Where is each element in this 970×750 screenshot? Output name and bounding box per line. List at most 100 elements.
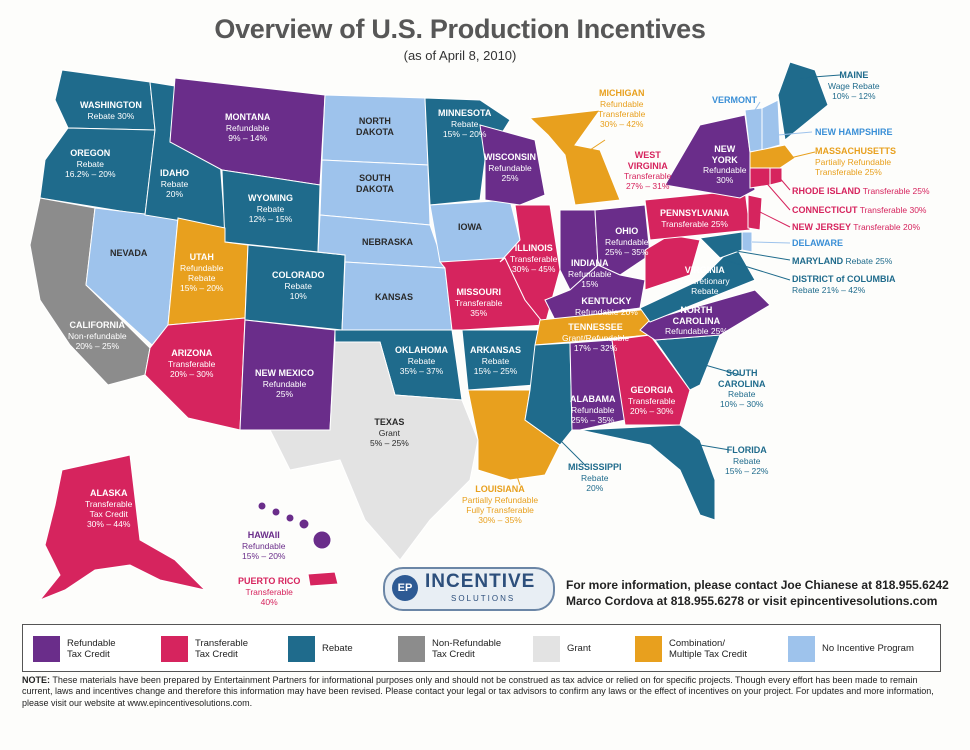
label-new-jersey: NEW JERSEY Transferable 20% [792, 222, 921, 232]
label-oklahoma: OKLAHOMA Rebate 35% – 37% [395, 345, 448, 376]
legend-label: Tax Credit [432, 649, 475, 661]
label-minnesota: MINNESOTA Rebate 15% – 20% [438, 108, 492, 139]
contact-info: For more information, please contact Joe… [566, 578, 949, 609]
label-texas: TEXAS Grant 5% – 25% [370, 417, 409, 448]
legend-label: Multiple Tax Credit [669, 649, 747, 661]
label-rhode-island: RHODE ISLAND Transferable 25% [792, 186, 930, 196]
state-alabama[interactable] [569, 339, 626, 431]
label-west-virginia: WEST VIRGINIA Transferable 27% – 31% [624, 150, 672, 192]
label-florida: FLORIDA Rebate 15% – 22% [725, 445, 769, 476]
label-missouri: MISSOURI Transferable 35% [455, 287, 503, 318]
label-south-dakota: SOUTH DAKOTA [356, 173, 394, 194]
label-ohio: OHIO Refundable 25% – 35% [605, 226, 649, 257]
label-connecticut: CONNECTICUT Transferable 30% [792, 205, 927, 215]
legend-swatch [788, 636, 815, 662]
state-rhode-island[interactable] [769, 167, 783, 186]
label-new-hampshire: NEW HAMPSHIRE [815, 127, 893, 137]
state-puerto-rico[interactable] [307, 571, 339, 587]
state-texas[interactable] [269, 341, 479, 561]
state-minnesota[interactable] [424, 97, 511, 206]
label-illinois: ILLINOIS Transferable 30% – 45% [510, 243, 558, 274]
legend-label: Non-Refundable [432, 638, 502, 649]
label-kentucky: KENTUCKY Refundable 20% [575, 296, 638, 317]
note-label: NOTE: [22, 675, 50, 685]
label-kansas: KANSAS [375, 292, 414, 302]
legend-label: Combination/ [669, 638, 725, 649]
page-title: Overview of U.S. Production Incentives [214, 14, 706, 44]
label-wisconsin: WISCONSIN Refundable 25% [484, 152, 537, 183]
state-florida[interactable] [579, 424, 716, 521]
state-new-jersey[interactable] [747, 194, 763, 231]
us-map [29, 61, 841, 602]
state-delaware[interactable] [741, 231, 753, 253]
label-utah: UTAH Refundable Rebate 15% – 20% [180, 252, 224, 293]
label-vermont: VERMONT [712, 95, 757, 105]
label-wyoming: WYOMING Rebate 12% – 15% [248, 193, 293, 224]
label-indiana: INDIANA Refundable 15% [568, 258, 612, 289]
state-connecticut[interactable] [749, 167, 771, 189]
label-new-mexico: NEW MEXICO Refundable 25% [255, 368, 315, 399]
legend-swatch [161, 636, 188, 662]
state-maine[interactable] [777, 61, 829, 141]
legend-label: No Incentive Program [822, 643, 914, 654]
label-georgia: GEORGIA Transferable 20% – 30% [628, 385, 676, 416]
state-ohio[interactable] [594, 204, 651, 276]
note-text: These materials have been prepared by En… [22, 675, 934, 708]
label-nebraska: NEBRASKA [362, 237, 414, 247]
label-virginia: VIRGINIA Discretionary Rebate [680, 265, 730, 296]
legend-swatch [635, 636, 662, 662]
label-massachusetts: MASSACHUSETTS Partially Refundable Transfe… [815, 146, 897, 177]
state-new-hampshire[interactable] [761, 99, 781, 151]
label-nevada: NEVADA [110, 248, 148, 258]
label-maine: MAINE Wage Rebate 10% – 12% [828, 70, 880, 101]
state-north-carolina[interactable] [639, 289, 771, 341]
state-illinois[interactable] [499, 204, 561, 327]
label-tennessee: TENNESSEE Grant/Refundable 17% – 32% [562, 322, 630, 353]
label-louisiana: LOUISIANA Partially Refundable Fully Trans… [462, 484, 539, 525]
label-idaho: IDAHO Rebate 20% [160, 168, 189, 199]
contact-line-1: For more information, please contact Joe… [566, 578, 949, 592]
label-iowa: IOWA [458, 222, 482, 232]
state-georgia[interactable] [611, 334, 691, 426]
legend-label: Grant [567, 643, 591, 654]
state-virginia[interactable] [639, 244, 756, 323]
label-washington: WASHINGTON Rebate 30% [80, 100, 142, 121]
label-south-carolina: SOUTH CAROLINA Rebate 10% – 30% [718, 368, 766, 410]
legend-label: Transferable [195, 638, 248, 649]
state-hawaii[interactable] [257, 501, 332, 550]
legend-label: Tax Credit [195, 649, 238, 661]
legend-label: Rebate [322, 643, 353, 654]
label-oregon: OREGON Rebate 16.2% – 20% [65, 148, 116, 179]
legend-swatch [533, 636, 560, 662]
label-new-york: NEW YORK Refundable 30% [703, 144, 747, 186]
state-alaska[interactable] [38, 454, 207, 602]
label-michigan: MICHIGAN Refundable Transferable 30% – 42% [598, 88, 646, 129]
label-north-carolina: NORTH CAROLINA Refundable 25% [665, 305, 728, 337]
state-massachusetts[interactable] [749, 144, 796, 169]
legend-swatch [398, 636, 425, 662]
legend-swatch [288, 636, 315, 662]
label-dc: DISTRICT of COLUMBIA Rebate 21% – 42% [792, 274, 896, 295]
incentive-solutions-logo: EP INCENTIVE SOLUTIONS [383, 567, 555, 611]
label-mississippi: MISSISSIPPI Rebate 20% [568, 462, 622, 493]
legend-label: Tax Credit [67, 649, 110, 661]
label-alaska: ALASKA Transferable Tax Credit 30% – 44% [85, 488, 133, 529]
label-arizona: ARIZONA Transferable 20% – 30% [168, 348, 216, 379]
label-puerto-rico: PUERTO RICO Transferable 40% [238, 576, 301, 607]
label-alabama: ALABAMA Refundable 25% – 35% [570, 394, 616, 425]
legend: Refundable Tax Credit Transferable Tax Cre… [22, 624, 941, 672]
label-montana: MONTANA Refundable 9% – 14% [225, 112, 271, 143]
state-maryland[interactable] [698, 231, 743, 259]
legend-swatch [33, 636, 60, 662]
ep-badge-icon: EP [392, 575, 418, 601]
logo-wordmark: INCENTIVE [425, 571, 536, 592]
label-arkansas: ARKANSAS Rebate 15% – 25% [470, 345, 522, 376]
label-maryland: MARYLAND Rebate 25% [792, 256, 893, 266]
logo-subtitle: SOLUTIONS [451, 594, 516, 603]
state-oregon[interactable] [39, 127, 156, 216]
leader-lines [514, 74, 841, 486]
label-colorado: COLORADO Rebate 10% [272, 270, 325, 301]
label-north-dakota: NORTH DAKOTA [356, 116, 394, 137]
legend-label: Refundable [67, 638, 116, 649]
state-michigan[interactable] [528, 109, 621, 206]
